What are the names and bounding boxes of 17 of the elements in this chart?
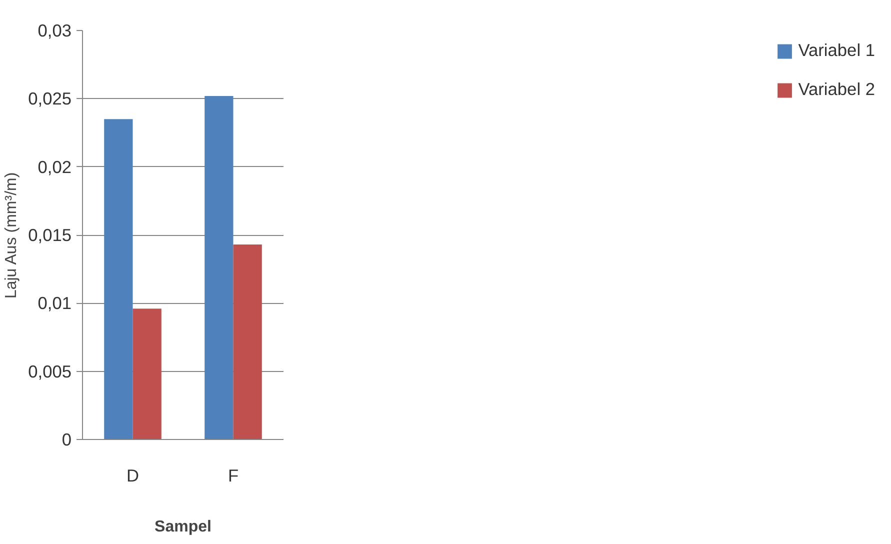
y-axis-title: Laju Aus (mm³/m) bbox=[3, 172, 20, 299]
y-tick-label: 0,02 bbox=[38, 156, 72, 177]
y-tick-label: 0,005 bbox=[28, 361, 72, 382]
x-axis-title: Sampel bbox=[154, 518, 212, 536]
y-tick-label: 0,015 bbox=[28, 225, 72, 245]
legend-label: Variabel 1 bbox=[798, 40, 875, 61]
bar bbox=[104, 119, 133, 440]
bar bbox=[204, 96, 234, 440]
y-tick-label: 0,03 bbox=[38, 20, 72, 40]
y-tick-label: 0,01 bbox=[38, 293, 72, 314]
legend-label: Variabel 2 bbox=[798, 79, 875, 100]
x-tick-label: F bbox=[228, 466, 239, 486]
bar bbox=[132, 308, 162, 440]
x-tick-label: D bbox=[126, 466, 140, 486]
y-tick-label: 0,025 bbox=[28, 88, 72, 109]
y-tick-label: 0 bbox=[62, 430, 72, 450]
bar bbox=[233, 244, 262, 440]
